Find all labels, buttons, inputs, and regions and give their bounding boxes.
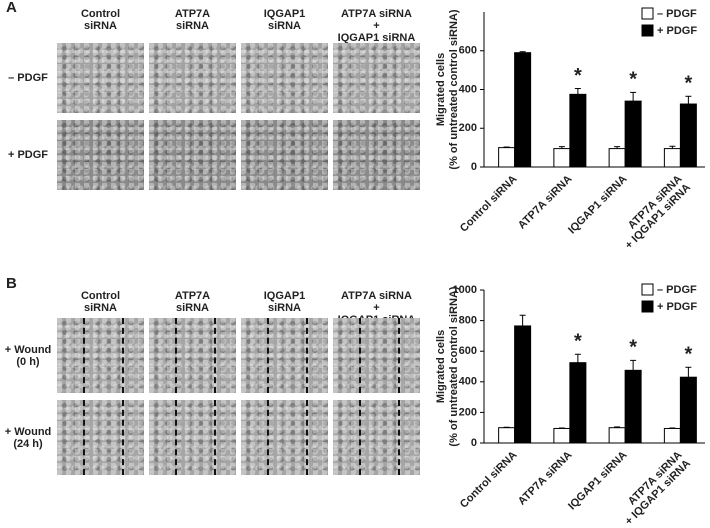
micrograph: [149, 120, 236, 190]
bar: [498, 147, 516, 168]
micrograph: [241, 318, 328, 393]
bar: [514, 325, 532, 444]
bar: [679, 103, 697, 168]
wound-edge: [306, 318, 309, 393]
y-tick-label: 200: [459, 122, 477, 134]
bar: [663, 148, 681, 168]
micrograph: [149, 400, 236, 475]
micrograph: [241, 400, 328, 475]
wound-edge: [175, 318, 178, 393]
micrograph: [333, 120, 420, 190]
bar: [663, 427, 681, 444]
y-axis-label: (% of untreated control siRNA): [448, 286, 460, 446]
micrograph: [149, 43, 236, 113]
y-axis-label: Migrated cells: [435, 53, 447, 126]
micrograph: [241, 120, 328, 190]
y-tick-label: 600: [459, 45, 477, 57]
wound-edge: [214, 400, 217, 475]
column-header: IQGAP1 siRNA: [263, 8, 306, 32]
bar: [498, 427, 516, 444]
column-header: Control siRNA: [80, 8, 121, 32]
micrograph: [57, 400, 144, 475]
legend-swatch: [641, 283, 654, 296]
micrograph: [57, 120, 144, 190]
row-label: + PDGF: [7, 149, 49, 161]
bar: [553, 148, 571, 168]
y-tick-label: 0: [471, 161, 477, 173]
column-header: Control siRNA: [80, 290, 121, 314]
wound-edge: [83, 400, 86, 475]
significance-marker: *: [629, 69, 637, 91]
y-axis-label: (% of untreated control siRNA): [448, 9, 460, 169]
wound-edge: [267, 400, 270, 475]
micrograph: [57, 318, 144, 393]
bar: [608, 148, 626, 168]
significance-marker: *: [684, 344, 692, 366]
y-axis-label: Migrated cells: [435, 330, 447, 403]
bar: [569, 93, 587, 168]
significance-marker: *: [629, 337, 637, 359]
legend-label: – PDGF: [657, 284, 697, 296]
bar: [624, 100, 642, 168]
legend-swatch: [641, 7, 654, 20]
wound-edge: [83, 318, 86, 393]
column-header: ATP7A siRNA: [174, 8, 211, 32]
panel-label: A: [6, 0, 17, 16]
significance-marker: *: [574, 331, 582, 353]
micrograph: [57, 43, 144, 113]
legend-label: + PDGF: [657, 25, 697, 37]
y-tick-label: 400: [459, 376, 477, 388]
wound-edge: [398, 400, 401, 475]
micrograph: [333, 400, 420, 475]
bar: [679, 376, 697, 444]
panel-label: B: [6, 275, 17, 292]
legend-swatch: [641, 300, 654, 313]
column-header: ATP7A siRNA: [174, 290, 211, 314]
legend-label: – PDGF: [657, 8, 697, 20]
y-tick-label: 1000: [453, 284, 477, 296]
wound-edge: [175, 400, 178, 475]
micrograph: [149, 318, 236, 393]
column-header: IQGAP1 siRNA: [263, 290, 306, 314]
row-label: + Wound (24 h): [4, 425, 52, 450]
y-tick-label: 0: [471, 437, 477, 449]
wound-edge: [359, 318, 362, 393]
wound-edge: [306, 400, 309, 475]
y-tick-label: 800: [459, 315, 477, 327]
micrograph: [333, 318, 420, 393]
bar: [608, 427, 626, 444]
legend-label: + PDGF: [657, 301, 697, 313]
wound-edge: [359, 400, 362, 475]
y-tick-label: 600: [459, 345, 477, 357]
wound-edge: [122, 318, 125, 393]
significance-marker: *: [574, 65, 582, 87]
y-tick-label: 400: [459, 83, 477, 95]
legend-swatch: [641, 24, 654, 37]
wound-edge: [267, 318, 270, 393]
wound-edge: [122, 400, 125, 475]
wound-edge: [398, 318, 401, 393]
micrograph: [333, 43, 420, 113]
y-tick-label: 200: [459, 406, 477, 418]
bar: [569, 362, 587, 444]
row-label: – PDGF: [8, 72, 48, 84]
micrograph: [241, 43, 328, 113]
wound-edge: [214, 318, 217, 393]
bar: [624, 369, 642, 444]
row-label: + Wound (0 h): [4, 343, 52, 368]
column-header: ATP7A siRNA + IQGAP1 siRNA: [337, 8, 416, 44]
bar: [514, 52, 532, 168]
bar: [553, 427, 571, 444]
significance-marker: *: [684, 73, 692, 95]
